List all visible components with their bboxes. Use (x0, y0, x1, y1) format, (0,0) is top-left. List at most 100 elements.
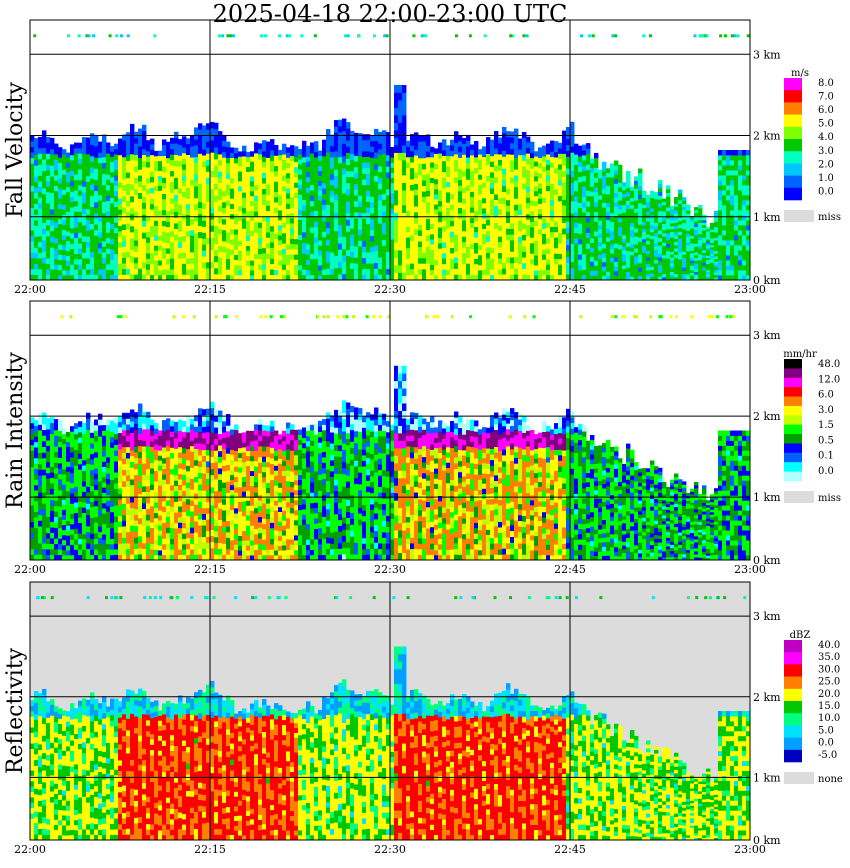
data-cell (218, 228, 223, 235)
data-cell (506, 159, 511, 166)
data-cell (686, 224, 691, 229)
data-cell (382, 176, 387, 183)
data-cell (250, 156, 255, 162)
data-cell (322, 204, 327, 211)
data-cell (458, 213, 463, 220)
data-cell (166, 168, 171, 174)
data-cell (38, 554, 43, 561)
data-cell (310, 174, 315, 180)
data-cell (398, 250, 403, 258)
data-cell (106, 184, 111, 191)
data-cell (46, 483, 51, 490)
data-cell (390, 239, 395, 245)
data-cell (434, 259, 439, 266)
data-cell (566, 209, 571, 216)
data-cell (54, 478, 59, 485)
data-cell (38, 158, 43, 165)
data-cell (218, 239, 223, 246)
data-cell (526, 246, 531, 253)
data-cell (198, 231, 203, 239)
data-cell (738, 180, 743, 186)
data-cell (114, 206, 119, 213)
data-cell (326, 222, 331, 229)
data-cell (34, 269, 39, 275)
data-cell (186, 149, 191, 155)
data-cell (662, 217, 667, 221)
data-cell (618, 218, 623, 223)
data-cell (511, 34, 515, 38)
data-cell (710, 227, 715, 230)
data-cell (38, 430, 43, 437)
data-cell (622, 253, 627, 258)
data-cell (546, 274, 551, 281)
data-cell (570, 146, 575, 153)
data-cell (222, 134, 227, 141)
data-cell (742, 210, 747, 216)
data-cell (86, 203, 91, 210)
data-cell (414, 160, 419, 167)
data-cell (386, 143, 391, 150)
data-cell (586, 158, 591, 165)
data-cell (674, 232, 679, 236)
data-cell (290, 150, 295, 156)
data-cell (114, 154, 119, 160)
data-cell (670, 231, 675, 235)
data-cell (462, 263, 467, 270)
data-cell (746, 195, 751, 201)
data-cell (450, 263, 455, 270)
data-cell (78, 148, 83, 154)
data-cell (674, 244, 679, 249)
data-cell (598, 263, 603, 268)
data-cell (558, 269, 563, 276)
data-cell (54, 527, 59, 534)
data-cell (698, 208, 703, 212)
data-cell (678, 210, 683, 215)
data-cell (222, 218, 227, 225)
data-cell (566, 185, 571, 193)
data-cell (506, 205, 511, 212)
data-cell (422, 246, 427, 253)
data-cell (414, 245, 419, 252)
data-cell (650, 273, 655, 277)
data-cell (678, 262, 683, 267)
data-cell (742, 180, 747, 186)
data-cell (506, 165, 511, 172)
data-cell (502, 150, 507, 157)
data-cell (390, 234, 395, 240)
data-cell (102, 162, 107, 169)
data-cell (50, 225, 55, 232)
panel-ylabel: Fall Velocity (3, 82, 28, 218)
data-cell (38, 175, 43, 182)
data-cell (94, 140, 99, 147)
data-cell (86, 159, 91, 166)
data-cell (554, 141, 559, 147)
data-cell (278, 250, 283, 256)
data-cell (586, 174, 591, 181)
data-cell (162, 247, 167, 254)
data-cell (42, 474, 47, 481)
data-cell (422, 274, 427, 281)
data-cell (534, 151, 539, 157)
data-cell (450, 242, 455, 248)
data-cell (58, 489, 63, 496)
data-cell (242, 238, 247, 245)
data-cell (646, 257, 651, 261)
data-cell (306, 238, 311, 245)
data-cell (102, 246, 107, 253)
data-cell (734, 180, 739, 186)
data-cell (278, 255, 283, 261)
data-cell (238, 195, 243, 202)
data-cell (414, 257, 419, 264)
data-cell (574, 196, 579, 202)
data-cell (554, 221, 559, 227)
data-cell (698, 271, 703, 275)
data-cell (646, 198, 651, 202)
data-cell (78, 206, 83, 212)
data-cell (242, 223, 247, 229)
data-cell (570, 255, 575, 263)
data-cell (598, 182, 603, 187)
data-cell (494, 159, 499, 166)
data-cell (62, 204, 67, 210)
data-cell (714, 264, 719, 268)
data-cell (366, 190, 371, 197)
